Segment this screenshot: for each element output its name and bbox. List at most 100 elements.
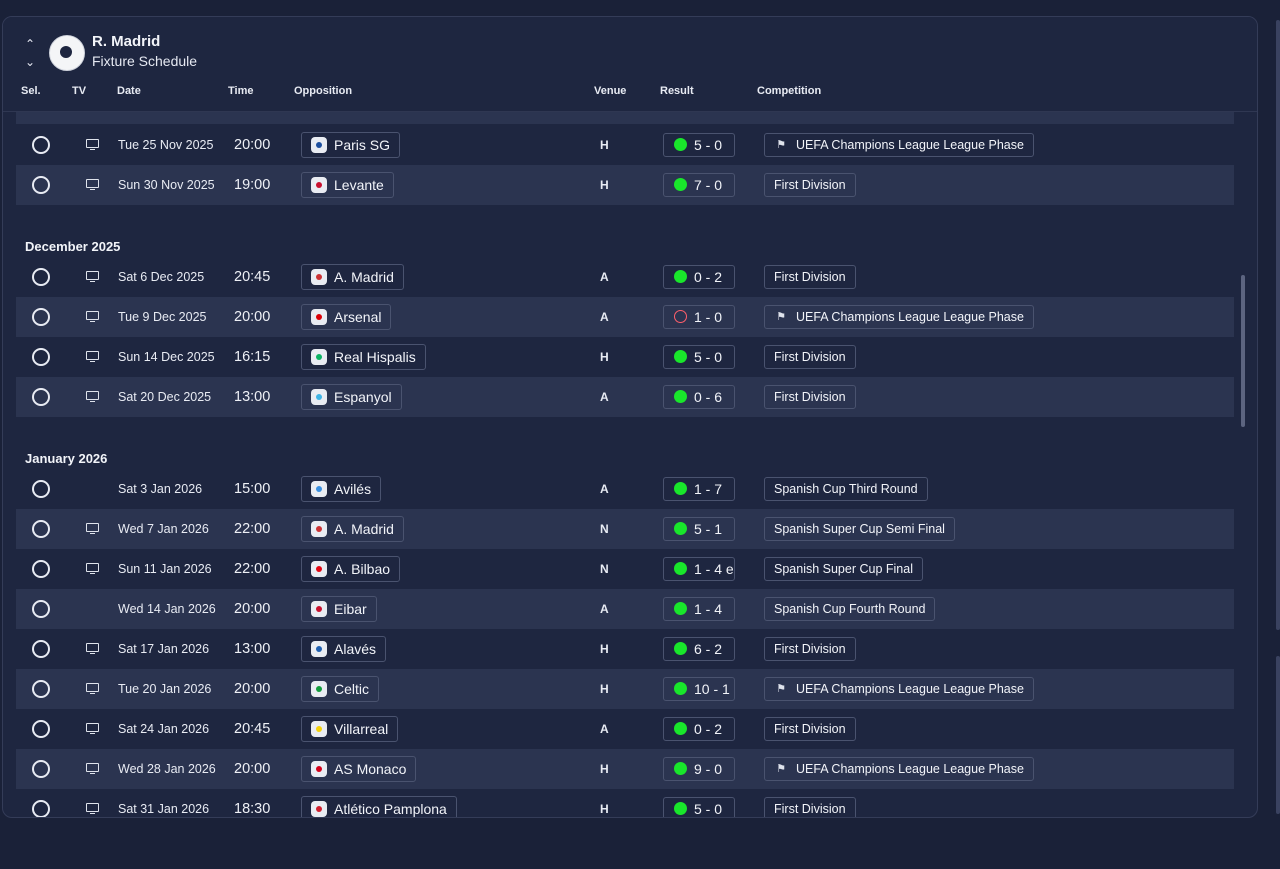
competition-button[interactable]: Spanish Super Cup Semi Final [764,517,955,541]
partial-row[interactable] [16,112,1234,124]
select-radio[interactable] [32,520,50,538]
competition-button[interactable]: First Division [764,637,856,661]
win-indicator-icon [674,802,687,815]
opposition-button[interactable]: Villarreal [301,716,399,742]
column-header-result[interactable]: Result [660,85,694,97]
competition-button[interactable]: First Division [764,173,856,197]
table-row[interactable]: Sat 20 Dec 2025 13:00 Espanyol A 0 - 6 F… [16,377,1234,417]
opposition-button[interactable]: Real Hispalis [301,344,426,370]
chevron-up-icon[interactable]: ⌃ [24,37,36,51]
column-header-tv[interactable]: TV [72,85,87,97]
table-row[interactable]: Wed 28 Jan 2026 20:00 AS Monaco H 9 - 0 … [16,749,1234,789]
table-row[interactable]: Sun 11 Jan 2026 22:00 A. Bilbao N 1 - 4 … [16,549,1234,589]
opposition-button[interactable]: Atlético Pamplona [301,796,457,817]
opposition-button[interactable]: Arsenal [301,304,392,330]
competition-button[interactable]: First Division [764,717,856,741]
result-button[interactable]: 5 - 0 [663,133,735,157]
result-button[interactable]: 5 - 1 [663,517,735,541]
chevron-down-icon[interactable]: ⌄ [24,55,36,69]
result-score: 9 - 0 [694,761,723,777]
opposition-button[interactable]: A. Madrid [301,516,404,542]
competition-button[interactable]: Spanish Super Cup Final [764,557,923,581]
select-radio[interactable] [32,800,50,817]
table-row[interactable]: Sun 14 Dec 2025 16:15 Real Hispalis H 5 … [16,337,1234,377]
select-radio[interactable] [32,600,50,618]
club-logo[interactable] [49,35,85,71]
select-radio[interactable] [32,308,50,326]
table-row[interactable]: Sat 3 Jan 2026 15:00 Avilés A 1 - 7 Span… [16,469,1234,509]
venue: A [600,722,609,736]
competition-button[interactable]: ⚑ UEFA Champions League League Phase [764,133,1034,157]
win-indicator-icon [674,522,687,535]
result-button[interactable]: 1 - 4 e [663,557,735,581]
fixture-time: 20:00 [234,761,271,777]
opposition-button[interactable]: Celtic [301,676,380,702]
result-button[interactable]: 5 - 0 [663,797,735,817]
select-radio[interactable] [32,560,50,578]
table-row[interactable]: Sat 17 Jan 2026 13:00 Alavés H 6 - 2 Fir… [16,629,1234,669]
table-row[interactable]: Tue 20 Jan 2026 20:00 Celtic H 10 - 1 ⚑ … [16,669,1234,709]
result-button[interactable]: 9 - 0 [663,757,735,781]
trophy-icon: ⚑ [776,139,786,151]
select-radio[interactable] [32,388,50,406]
opposition-button[interactable]: A. Bilbao [301,556,401,582]
select-radio[interactable] [32,480,50,498]
trophy-icon: ⚑ [776,683,786,695]
table-row[interactable]: Sat 6 Dec 2025 20:45 A. Madrid A 0 - 2 F… [16,257,1234,297]
select-radio[interactable] [32,348,50,366]
table-row[interactable]: Sun 30 Nov 2025 19:00 Levante H 7 - 0 Fi… [16,165,1234,205]
table-row[interactable]: Sat 24 Jan 2026 20:45 Villarreal A 0 - 2… [16,709,1234,749]
competition-button[interactable]: First Division [764,345,856,369]
select-radio[interactable] [32,136,50,154]
result-button[interactable]: 5 - 0 [663,345,735,369]
result-button[interactable]: 1 - 4 [663,597,735,621]
club-name[interactable]: R. Madrid [92,33,161,50]
competition-button[interactable]: First Division [764,385,856,409]
table-row[interactable]: Tue 9 Dec 2025 20:00 Arsenal A 1 - 0 ⚑ U… [16,297,1234,337]
competition-button[interactable]: ⚑ UEFA Champions League League Phase [764,305,1034,329]
opposition-button[interactable]: Espanyol [301,384,402,410]
column-header-opposition[interactable]: Opposition [294,85,353,97]
result-score: 5 - 0 [694,349,723,365]
table-row[interactable]: Wed 14 Jan 2026 20:00 Eibar A 1 - 4 Span… [16,589,1234,629]
table-row[interactable]: Wed 7 Jan 2026 22:00 A. Madrid N 5 - 1 S… [16,509,1234,549]
opposition-button[interactable]: AS Monaco [301,756,417,782]
select-radio[interactable] [32,268,50,286]
result-button[interactable]: 0 - 2 [663,717,735,741]
select-radio[interactable] [32,760,50,778]
opposition-button[interactable]: Avilés [301,476,382,502]
competition-button[interactable]: First Division [764,265,856,289]
opposition-button[interactable]: A. Madrid [301,264,404,290]
opposition-button[interactable]: Eibar [301,596,377,622]
table-row[interactable]: Sat 31 Jan 2026 18:30 Atlético Pamplona … [16,789,1234,817]
column-header-date[interactable]: Date [117,85,141,97]
opposition-button[interactable]: Alavés [301,636,387,662]
column-header-competition[interactable]: Competition [757,85,822,97]
result-button[interactable]: 0 - 6 [663,385,735,409]
select-radio[interactable] [32,176,50,194]
column-header-time[interactable]: Time [228,85,254,97]
competition-button[interactable]: Spanish Cup Third Round [764,477,928,501]
competition-button[interactable]: Spanish Cup Fourth Round [764,597,936,621]
column-header-venue[interactable]: Venue [594,85,627,97]
competition-button[interactable]: First Division [764,797,856,817]
result-button[interactable]: 1 - 7 [663,477,735,501]
result-button[interactable]: 0 - 2 [663,265,735,289]
competition-button[interactable]: ⚑ UEFA Champions League League Phase [764,677,1034,701]
table-row[interactable]: Tue 25 Nov 2025 20:00 Paris SG H 5 - 0 ⚑… [16,125,1234,165]
competition-button[interactable]: ⚑ UEFA Champions League League Phase [764,757,1034,781]
result-button[interactable]: 6 - 2 [663,637,735,661]
select-radio[interactable] [32,720,50,738]
opposition-button[interactable]: Paris SG [301,132,401,158]
tv-icon [86,351,99,362]
select-radio[interactable] [32,640,50,658]
column-header-sel[interactable]: Sel. [21,85,41,97]
scrollbar-thumb[interactable] [1241,275,1245,427]
opposition-name: Eibar [334,601,367,617]
opposition-button[interactable]: Levante [301,172,394,198]
select-radio[interactable] [32,680,50,698]
result-button[interactable]: 1 - 0 [663,305,735,329]
result-button[interactable]: 7 - 0 [663,173,735,197]
result-button[interactable]: 10 - 1 [663,677,735,701]
win-indicator-icon [674,722,687,735]
